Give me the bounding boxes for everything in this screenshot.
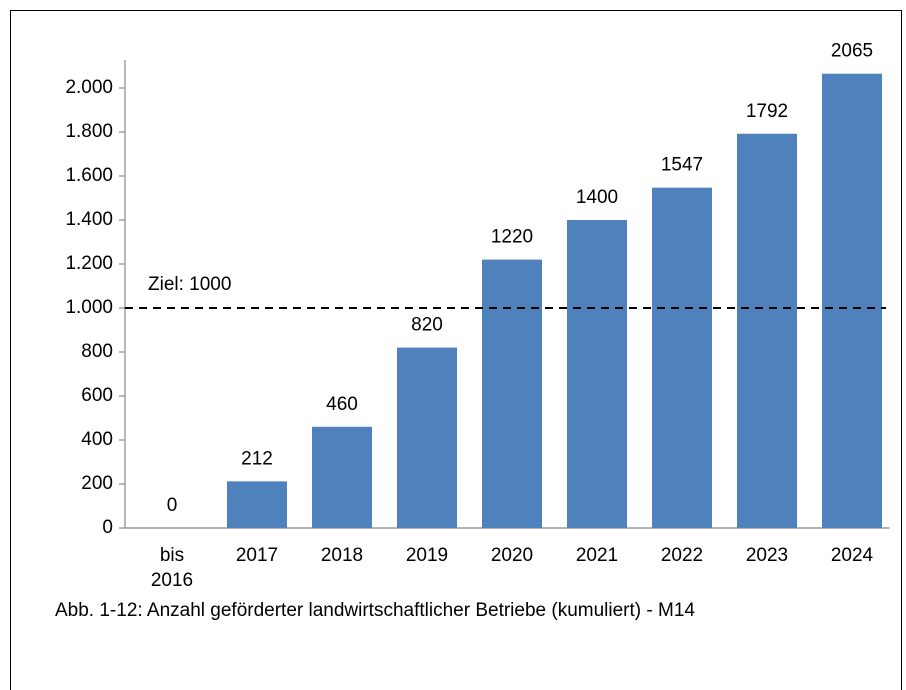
data-label: 0 [167,495,178,516]
bar [227,481,287,528]
data-label: 1400 [576,187,618,208]
y-tick-label: 1.400 [65,209,113,230]
bar [652,187,712,528]
x-tick-label: 2019 [406,545,448,566]
y-tick-label: 1.600 [65,165,113,186]
y-tick-label: 800 [81,341,113,362]
x-tick-label: 2022 [661,545,703,566]
x-tick-label: bis 2016 [151,545,193,591]
data-label: 820 [411,315,443,336]
bar [567,220,627,528]
data-label: 1792 [746,101,788,122]
data-label: 460 [326,394,358,415]
x-tick-label: 2023 [746,545,788,566]
x-tick-label: 2018 [321,545,363,566]
bar [822,73,882,528]
frame [10,10,902,690]
y-tick-label: 600 [81,385,113,406]
x-tick-label: 2024 [831,545,874,566]
bar [737,133,797,528]
caption: Abb. 1-12: Anzahl geförderter landwirtsc… [55,600,695,621]
bar [312,426,372,528]
bar [482,259,542,528]
x-tick-label: 2020 [491,545,533,566]
y-tick-label: 400 [81,429,113,450]
data-label: 1547 [661,155,703,176]
y-tick-label: 2.000 [65,77,113,98]
y-tick-label: 200 [81,473,113,494]
data-label: 1220 [491,227,533,248]
y-tick-label: 1.800 [65,121,113,142]
data-label: 2065 [831,41,873,62]
bar [397,347,457,528]
x-tick-label: 2017 [236,545,278,566]
y-tick-label: 0 [102,517,113,538]
y-tick-label: 1.200 [65,253,113,274]
data-label: 212 [241,448,273,469]
x-tick-label: 2021 [576,545,618,566]
target-label: Ziel: 1000 [148,274,231,295]
y-tick-label: 1.000 [65,297,113,318]
